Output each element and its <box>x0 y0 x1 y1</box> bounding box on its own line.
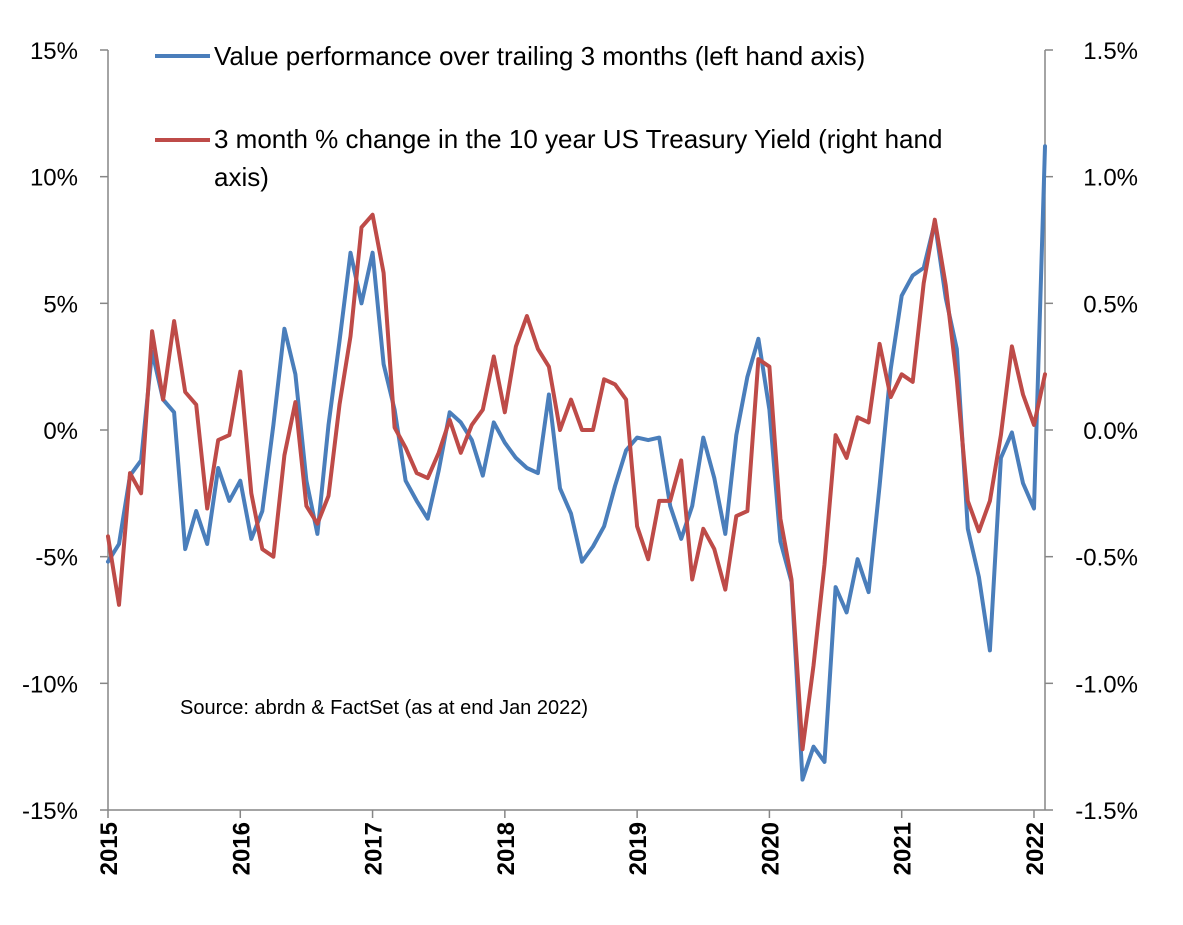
source-annotation: Source: abrdn & FactSet (as at end Jan 2… <box>180 697 588 719</box>
right-tick-label: -1.5% <box>1075 798 1138 825</box>
right-y-ticks: 1.5% 1.0% 0.5% 0.0% -0.5% -1.0% -1.5% <box>1045 38 1138 825</box>
x-tick-label: 2015 <box>96 822 123 875</box>
right-tick-label: -0.5% <box>1075 545 1138 572</box>
left-tick-label: -5% <box>35 545 78 572</box>
x-tick-label: 2022 <box>1022 822 1049 875</box>
left-tick-label: -15% <box>22 798 78 825</box>
right-tick-label: 0.0% <box>1083 418 1138 445</box>
legend-label-yield-line2: axis) <box>214 162 269 192</box>
left-tick-label: 10% <box>30 165 78 192</box>
left-y-ticks: 15% 10% 5% 0% -5% -10% -15% <box>22 38 108 825</box>
series-layer <box>106 144 1047 782</box>
left-tick-label: 0% <box>43 418 78 445</box>
legend: Value performance over trailing 3 months… <box>155 41 942 192</box>
x-tick-label: 2017 <box>361 822 388 875</box>
right-tick-label: 0.5% <box>1083 291 1138 318</box>
x-tick-label: 2020 <box>757 822 784 875</box>
x-tick-label: 2019 <box>625 822 652 875</box>
plot-area: 15% 10% 5% 0% -5% -10% -15% 1.5% 1.0% 0.5% 0.0% -0… <box>22 38 1138 875</box>
right-tick-label: 1.5% <box>1083 38 1138 65</box>
left-tick-label: 5% <box>43 291 78 318</box>
legend-label-value: Value performance over trailing 3 months… <box>214 41 865 71</box>
left-tick-label: 15% <box>30 38 78 65</box>
x-tick-label: 2016 <box>228 822 255 875</box>
x-ticks: 2015 2016 2017 2018 2019 2020 2021 2022 <box>96 810 1049 875</box>
series-line-treasury-yield <box>106 212 1047 752</box>
right-tick-label: -1.0% <box>1075 671 1138 698</box>
x-tick-label: 2021 <box>890 822 917 875</box>
right-tick-label: 1.0% <box>1083 165 1138 192</box>
x-tick-label: 2018 <box>493 822 520 875</box>
left-tick-label: -10% <box>22 671 78 698</box>
legend-label-yield-line1: 3 month % change in the 10 year US Treas… <box>214 124 942 154</box>
